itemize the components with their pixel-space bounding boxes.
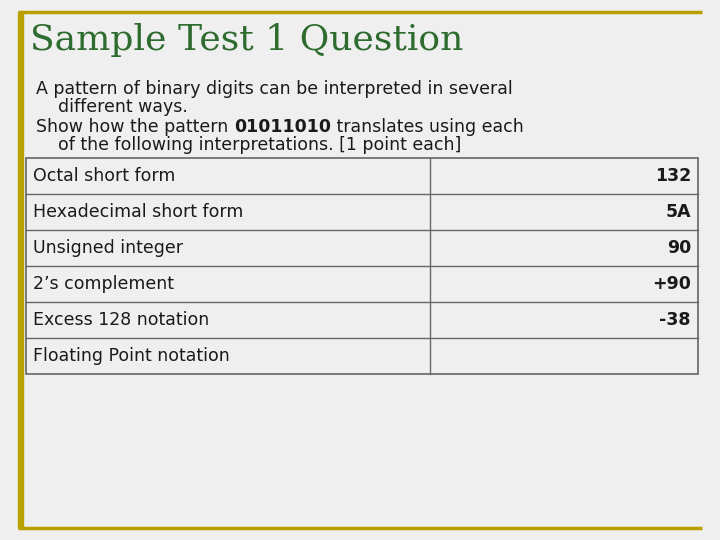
Text: Unsigned integer: Unsigned integer bbox=[33, 239, 183, 257]
Text: Show how the pattern: Show how the pattern bbox=[36, 118, 234, 136]
Text: Excess 128 notation: Excess 128 notation bbox=[33, 311, 210, 329]
Text: Octal short form: Octal short form bbox=[33, 167, 176, 185]
Text: -38: -38 bbox=[660, 311, 691, 329]
Text: different ways.: different ways. bbox=[36, 98, 188, 116]
Text: 90: 90 bbox=[667, 239, 691, 257]
Text: Sample Test 1 Question: Sample Test 1 Question bbox=[30, 23, 464, 57]
Text: A pattern of binary digits can be interpreted in several: A pattern of binary digits can be interp… bbox=[36, 80, 513, 98]
Text: 132: 132 bbox=[654, 167, 691, 185]
Text: 01011010: 01011010 bbox=[234, 118, 330, 136]
Text: translates using each: translates using each bbox=[330, 118, 523, 136]
Text: +90: +90 bbox=[652, 275, 691, 293]
Text: 2’s complement: 2’s complement bbox=[33, 275, 174, 293]
Bar bbox=[26, 158, 698, 374]
Text: of the following interpretations. [1 point each]: of the following interpretations. [1 poi… bbox=[36, 136, 462, 154]
Bar bbox=[18, 12, 23, 528]
Text: Floating Point notation: Floating Point notation bbox=[33, 347, 230, 365]
Text: Hexadecimal short form: Hexadecimal short form bbox=[33, 203, 243, 221]
Text: 5A: 5A bbox=[665, 203, 691, 221]
